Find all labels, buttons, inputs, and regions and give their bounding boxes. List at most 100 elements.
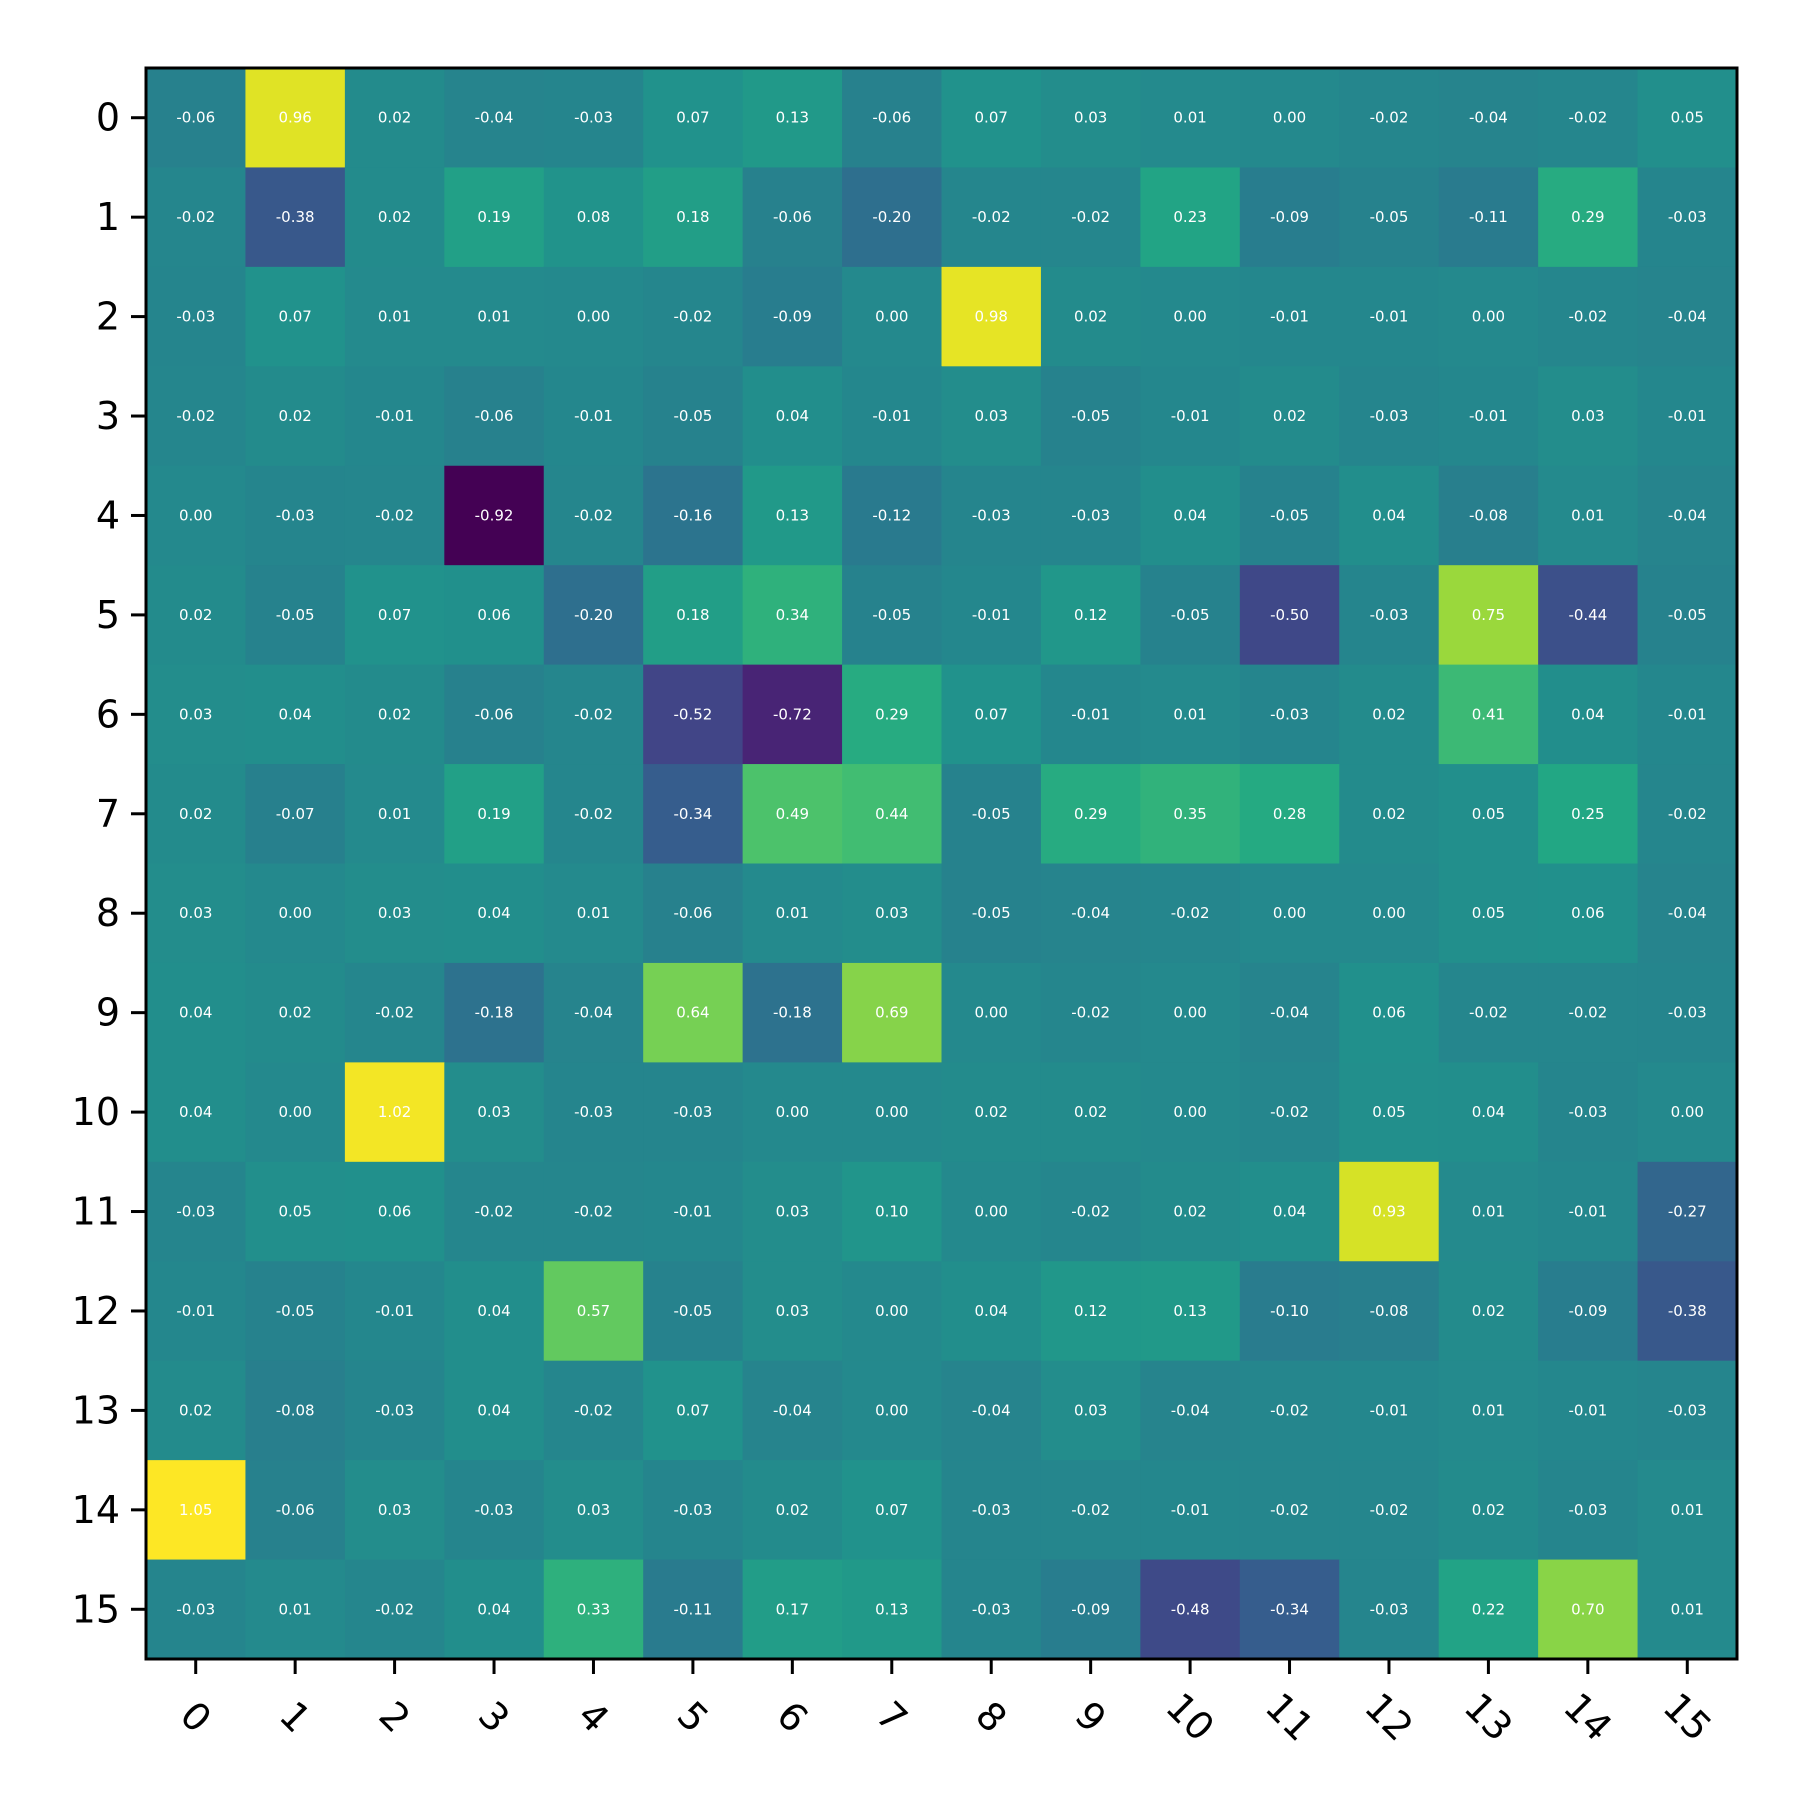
cell-value-label: -0.02 bbox=[1568, 308, 1607, 326]
heatmap-cell bbox=[444, 1360, 545, 1461]
cell-value-label: 0.01 bbox=[1173, 705, 1206, 723]
heatmap-cell bbox=[245, 664, 346, 765]
heatmap-cell bbox=[245, 1261, 346, 1362]
cell-value-label: -0.04 bbox=[773, 1401, 812, 1419]
heatmap-cell bbox=[146, 565, 247, 666]
heatmap-cell bbox=[146, 1261, 247, 1362]
cell-value-label: 0.06 bbox=[1571, 904, 1604, 922]
cell-value-label: 0.01 bbox=[1472, 1203, 1505, 1221]
cell-value-label: 0.64 bbox=[676, 1004, 709, 1022]
cell-value-label: -0.01 bbox=[1071, 705, 1110, 723]
heatmap-cell bbox=[146, 1559, 247, 1660]
cell-value-label: -0.27 bbox=[1668, 1203, 1707, 1221]
heatmap-cell bbox=[941, 1360, 1042, 1461]
heatmap-cell bbox=[1438, 366, 1539, 467]
cell-value-label: -0.06 bbox=[872, 109, 911, 127]
heatmap-cell bbox=[742, 962, 843, 1063]
cell-value-label: 0.01 bbox=[1671, 1600, 1704, 1618]
heatmap-cell bbox=[344, 68, 445, 169]
heatmap-cell bbox=[146, 266, 247, 367]
heatmap-cell bbox=[245, 565, 346, 666]
heatmap-cell bbox=[245, 1062, 346, 1163]
heatmap-cell bbox=[1040, 565, 1141, 666]
cell-value-label: -0.02 bbox=[574, 705, 613, 723]
heatmap-cell bbox=[444, 863, 545, 964]
y-tick-label: 3 bbox=[96, 394, 120, 438]
heatmap-cell bbox=[1339, 167, 1440, 268]
cell-value-label: 0.00 bbox=[1173, 308, 1206, 326]
cell-value-label: -0.01 bbox=[1469, 407, 1508, 425]
cell-value-label: 0.02 bbox=[179, 606, 212, 624]
cell-value-label: 0.00 bbox=[278, 1103, 311, 1121]
heatmap-cell bbox=[1239, 68, 1340, 169]
cell-value-label: -0.38 bbox=[276, 208, 315, 226]
heatmap-cell bbox=[941, 68, 1042, 169]
heatmap-cell bbox=[444, 664, 545, 765]
heatmap-cell bbox=[1040, 266, 1141, 367]
cell-value-label: 0.00 bbox=[179, 506, 212, 524]
cell-value-label: -0.04 bbox=[574, 1004, 613, 1022]
heatmap-cell bbox=[245, 167, 346, 268]
cell-value-label: -0.04 bbox=[475, 109, 514, 127]
heatmap-cell bbox=[1140, 1062, 1241, 1163]
cell-value-label: -0.09 bbox=[773, 308, 812, 326]
heatmap-cell bbox=[1637, 1360, 1738, 1461]
cell-value-label: -0.02 bbox=[972, 208, 1011, 226]
heatmap-cell bbox=[742, 1360, 843, 1461]
y-tick-label: 5 bbox=[96, 593, 120, 637]
cell-value-label: -0.03 bbox=[176, 1203, 215, 1221]
cell-value-label: 0.03 bbox=[875, 904, 908, 922]
heatmap-cell bbox=[146, 167, 247, 268]
heatmap-cell bbox=[1538, 465, 1639, 566]
heatmap-cell bbox=[344, 962, 445, 1063]
cell-value-label: 0.03 bbox=[378, 904, 411, 922]
heatmap-cell bbox=[1040, 465, 1141, 566]
cell-value-label: 0.04 bbox=[179, 1103, 212, 1121]
heatmap-cell bbox=[344, 1360, 445, 1461]
heatmap-cell bbox=[941, 1460, 1042, 1561]
cell-value-label: 0.12 bbox=[1074, 606, 1107, 624]
heatmap-cell bbox=[643, 366, 744, 467]
x-tick-label: 8 bbox=[967, 1693, 1015, 1741]
cell-value-label: -0.02 bbox=[674, 308, 713, 326]
cell-value-label: 0.03 bbox=[776, 1203, 809, 1221]
heatmap-cell bbox=[842, 1062, 943, 1163]
cell-value-label: -0.02 bbox=[1668, 805, 1707, 823]
heatmap-cell bbox=[842, 1161, 943, 1262]
cell-value-label: 0.03 bbox=[1571, 407, 1604, 425]
heatmap-cell bbox=[344, 1161, 445, 1262]
heatmap-cell bbox=[643, 863, 744, 964]
cell-value-label: 0.13 bbox=[776, 506, 809, 524]
cell-value-label: 0.93 bbox=[1372, 1203, 1405, 1221]
cell-value-label: -0.03 bbox=[1668, 1004, 1707, 1022]
heatmap-cell bbox=[1140, 1161, 1241, 1262]
cell-value-label: -0.06 bbox=[475, 705, 514, 723]
cell-value-label: 0.02 bbox=[1472, 1501, 1505, 1519]
heatmap-cell bbox=[1637, 764, 1738, 865]
heatmap-cell bbox=[842, 565, 943, 666]
cell-value-label: 0.01 bbox=[278, 1600, 311, 1618]
cell-value-label: -0.03 bbox=[475, 1501, 514, 1519]
heatmap-cell bbox=[1239, 1062, 1340, 1163]
cell-value-label: -0.20 bbox=[574, 606, 613, 624]
heatmap-cell bbox=[1140, 1559, 1241, 1660]
heatmap-cell bbox=[245, 1559, 346, 1660]
cell-value-label: -0.01 bbox=[1668, 407, 1707, 425]
heatmap-cell bbox=[742, 664, 843, 765]
cell-value-label: -0.01 bbox=[1171, 407, 1210, 425]
heatmap-cell bbox=[842, 68, 943, 169]
cell-value-label: -0.06 bbox=[674, 904, 713, 922]
cell-value-label: -0.03 bbox=[972, 1501, 1011, 1519]
cell-value-label: -0.01 bbox=[1668, 705, 1707, 723]
x-tick-label: 4 bbox=[569, 1693, 617, 1741]
heatmap-cell bbox=[1140, 266, 1241, 367]
cell-value-label: 0.04 bbox=[776, 407, 809, 425]
cell-value-label: -0.02 bbox=[574, 1203, 613, 1221]
heatmap-cell bbox=[543, 664, 644, 765]
heatmap-cell bbox=[1140, 565, 1241, 666]
cell-value-label: -0.01 bbox=[375, 407, 414, 425]
x-axis: 0 1 2 3 4 5 6 7 8 9 10 11 12 13 14 15 bbox=[172, 1659, 1720, 1750]
heatmap-cell bbox=[1438, 565, 1539, 666]
cell-value-label: -0.01 bbox=[1568, 1203, 1607, 1221]
cell-value-label: 0.13 bbox=[875, 1600, 908, 1618]
